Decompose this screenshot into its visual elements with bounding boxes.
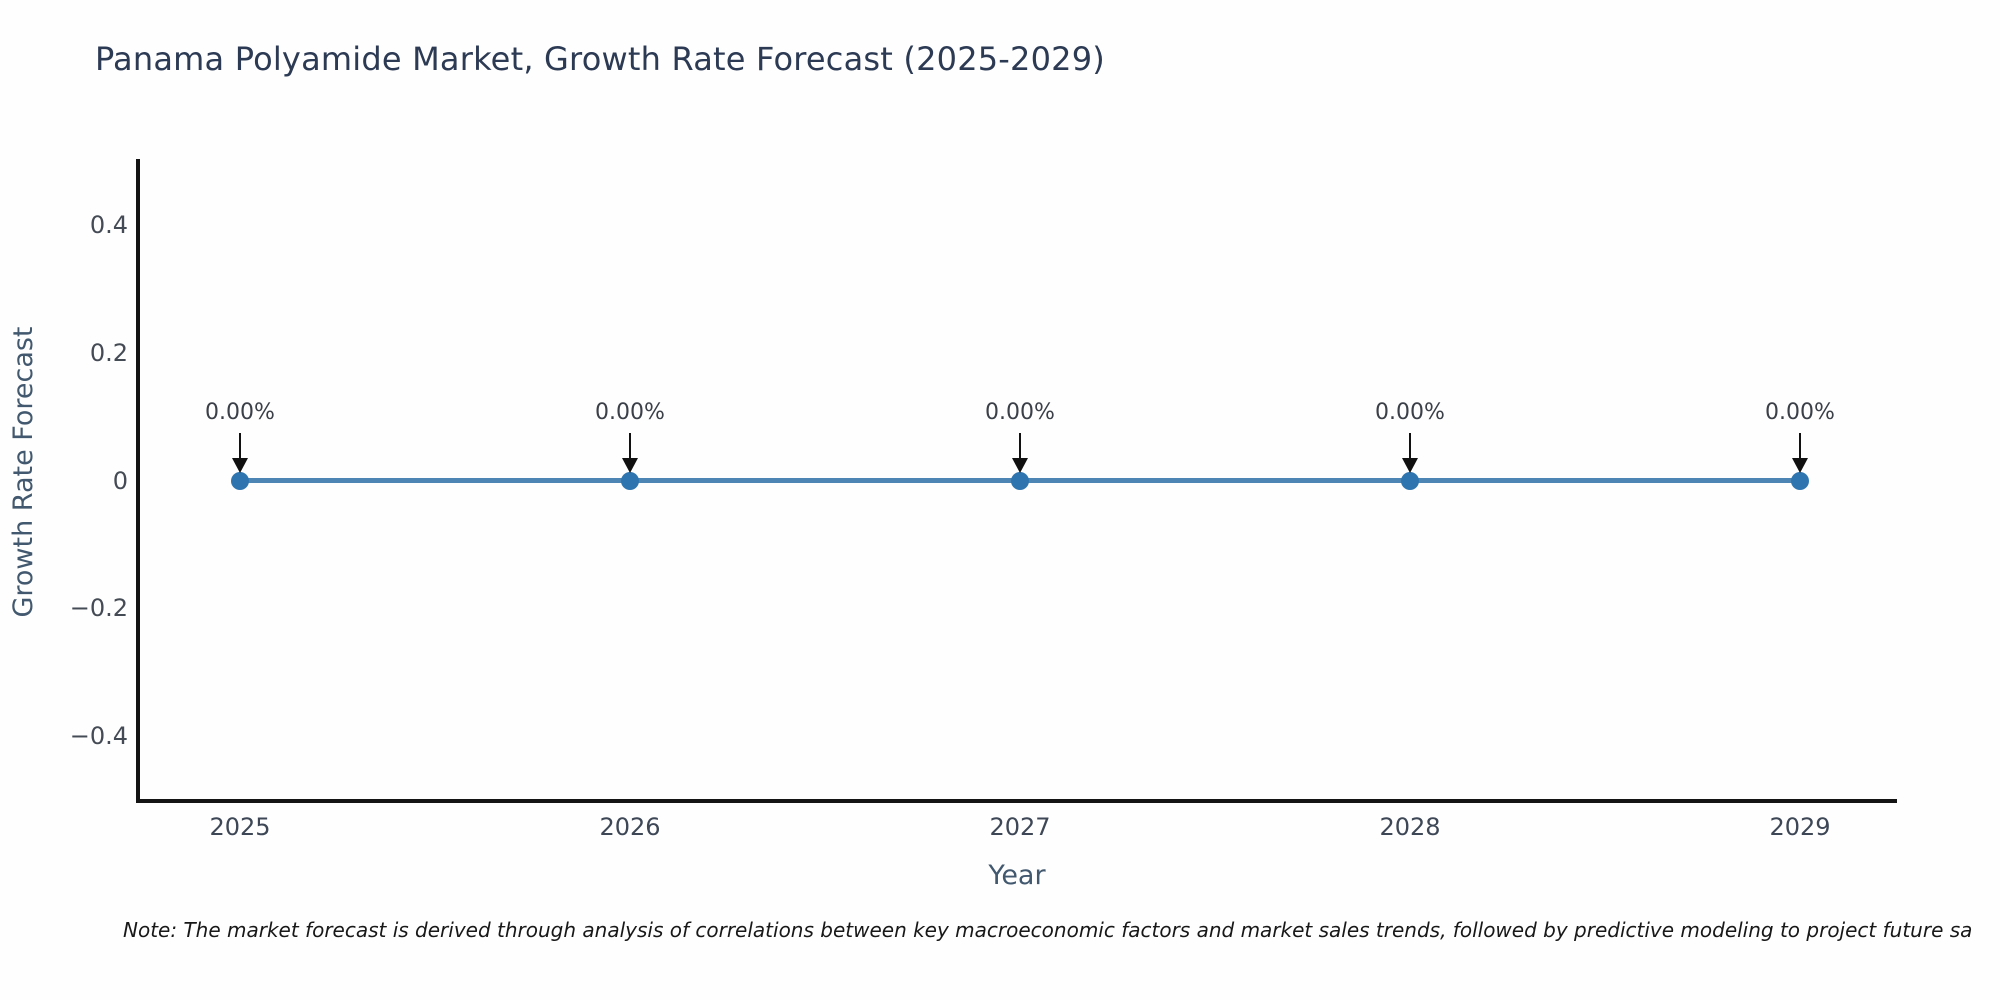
x-tick-label: 2027: [989, 813, 1051, 841]
data-point-marker: [1401, 471, 1419, 490]
annotation-arrow-shaft: [1019, 433, 1021, 458]
x-tick-label: 2025: [209, 813, 271, 841]
annotation-arrow-head: [232, 458, 248, 473]
y-tick-label: −0.4: [69, 721, 128, 750]
x-tick-label: 2029: [1769, 813, 1831, 841]
data-point-label: 0.00%: [1765, 400, 1835, 425]
data-point-marker: [1011, 471, 1029, 490]
data-point-marker: [621, 471, 639, 490]
annotation-arrow-head: [622, 458, 638, 473]
y-tick-label: 0.4: [89, 211, 128, 240]
data-point-label: 0.00%: [595, 400, 665, 425]
annotation-arrow-shaft: [629, 433, 631, 458]
data-point-marker: [1791, 471, 1809, 490]
annotation-arrow-head: [1012, 458, 1028, 473]
data-point-label: 0.00%: [985, 400, 1055, 425]
y-tick-label: −0.2: [69, 594, 128, 623]
annotation-arrow-shaft: [1409, 433, 1411, 458]
footnote: Note: The market forecast is derived thr…: [123, 918, 1973, 942]
data-point-marker: [231, 471, 249, 490]
x-tick-label: 2028: [1379, 813, 1441, 841]
annotation-arrow-shaft: [239, 433, 241, 458]
annotation-arrow-shaft: [1799, 433, 1801, 458]
x-tick-label: 2026: [599, 813, 661, 841]
x-axis-title: Year: [988, 860, 1046, 891]
y-tick-label: 0: [112, 466, 128, 495]
x-axis-line: [136, 799, 1897, 803]
data-point-label: 0.00%: [205, 400, 275, 425]
annotation-arrow-head: [1402, 458, 1418, 473]
annotation-arrow-head: [1792, 458, 1808, 473]
chart-title: Panama Polyamide Market, Growth Rate For…: [95, 40, 1105, 78]
y-tick-label: 0.2: [89, 338, 128, 367]
data-point-label: 0.00%: [1375, 400, 1445, 425]
y-axis-line: [136, 159, 140, 803]
